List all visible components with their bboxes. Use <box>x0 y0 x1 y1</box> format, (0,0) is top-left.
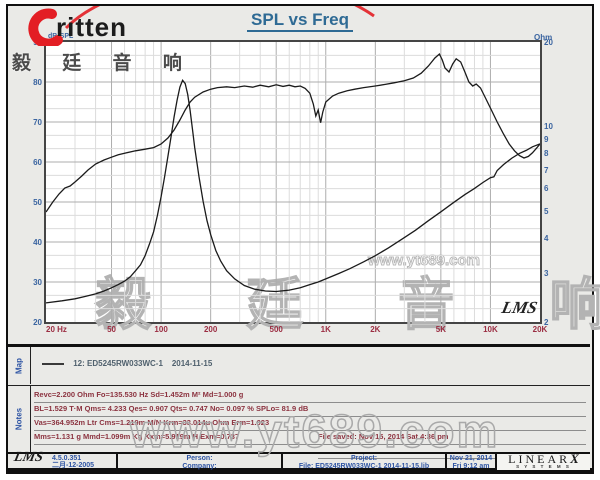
x-tick: 20 Hz <box>46 325 67 334</box>
watermark-url-big: www.yt689.com <box>129 404 500 458</box>
version-info: 4.5.0.351 二月-12-2005 <box>52 455 94 469</box>
footer-version-cell: LMS 4.5.0.351 二月-12-2005 <box>8 450 118 470</box>
notes-line-1: Revc=2.200 Ohm Fo=135.530 Hz Sd=1.452m M… <box>34 389 322 403</box>
brand-name: ritten <box>56 12 127 42</box>
watermark-cjk: 毅 廷 音 响 <box>94 272 600 337</box>
footer-bar: LMS 4.5.0.351 二月-12-2005 Person: Company… <box>8 450 590 470</box>
company-label: Company: <box>182 463 217 470</box>
y-right-tick: 5 <box>544 206 549 216</box>
notes-saved-line: File saved: Nov 15, 2014 Sat 4:36 pm <box>318 431 586 445</box>
map-section: Map 12: ED5245RW033WC-1 2014-11-15 <box>8 347 590 384</box>
x-tick: 5K <box>435 325 446 334</box>
plot-area: 毅 廷 音 响 www.yt689.com LMS <box>44 40 600 337</box>
lms-plot-logo: LMS <box>500 298 540 317</box>
version-number: 4.5.0.351 <box>52 455 82 462</box>
x-tick: 500 <box>269 325 283 334</box>
notes-line-3: Vas=364.952m Ltr Cms=1.219m M/N Krm=33.0… <box>34 417 322 431</box>
x-axis-ticks: 20 Hz 50 100 200 500 1K 2K 5K 10K 20K <box>46 325 547 339</box>
legend-line-sample <box>42 362 64 365</box>
y-left-tick: 50 <box>33 198 42 207</box>
linearx-systems: S Y S T E M S <box>516 464 571 469</box>
right-axis-title: Ohm <box>534 33 553 42</box>
x-tick: 200 <box>203 325 218 334</box>
x-tick: 10K <box>483 325 498 334</box>
notes-line-4: Mms=1.131 g Mmd=1.099m Kg Kxm=5.919m H E… <box>34 431 322 445</box>
y-left-tick: 60 <box>33 158 42 167</box>
y-right-tick: 4 <box>544 233 549 243</box>
section-divider <box>8 344 590 347</box>
y-left-tick: 20 <box>33 318 42 327</box>
x-tick: 1K <box>320 325 331 334</box>
linearx-x: X <box>570 451 579 466</box>
linearx-logo: LINEARX S Y S T E M S <box>497 451 590 470</box>
y-left-tick: 40 <box>33 238 42 247</box>
x-tick: 20K <box>532 325 548 334</box>
page-title: SPL vs Freq <box>0 10 600 32</box>
notes-section: Notes Revc=2.200 Ohm Fo=135.530 Hz Sd=1.… <box>8 385 590 459</box>
footer-date: Nov 21, 2014 <box>449 455 493 462</box>
brand-cjk-text: 毅 廷 音 响 <box>12 53 195 74</box>
x-tick: 100 <box>154 325 168 334</box>
version-date: 二月-12-2005 <box>52 462 95 469</box>
footer-person-cell: Person: Company: <box>118 454 283 470</box>
notes-label-column: Notes <box>8 386 31 452</box>
lms-footer-logo: LMS <box>12 450 45 465</box>
right-axis-ticks: 20 10 9 8 7 6 5 4 3 2 <box>544 38 574 327</box>
legend-curve-id: 12: <box>73 359 85 368</box>
legend-curve-date: 2014-11-15 <box>171 359 213 368</box>
linearx-word: LINEAR <box>508 452 571 466</box>
legend-entry: 12: ED5245RW033WC-1 2014-11-15 <box>42 359 212 368</box>
brand-swoosh-icon <box>28 6 375 46</box>
file-name: File: ED5245RW033WC-1 2014-11-15.lib <box>298 463 430 470</box>
notes-rule-5 <box>318 445 586 459</box>
person-label: Person: <box>186 455 213 462</box>
footer-time: Fri 9:12 am <box>452 463 490 470</box>
y-right-tick: 6 <box>544 184 549 194</box>
notes-line-2: BL=1.529 T·M Qms= 4.233 Qes= 0.907 Qts= … <box>34 403 322 417</box>
y-right-tick: 10 <box>544 122 553 132</box>
x-tick: 50 <box>107 325 116 334</box>
map-label-column: Map <box>8 347 31 384</box>
notes-rule-2 <box>318 403 586 417</box>
y-right-tick: 3 <box>544 268 549 278</box>
project-label: Project: <box>350 455 378 462</box>
notes-label: Notes <box>14 407 24 431</box>
map-label: Map <box>14 357 24 374</box>
notes-rule-3 <box>318 417 586 431</box>
curve-impedance <box>46 79 540 304</box>
y-right-tick: 8 <box>544 149 549 159</box>
left-axis-ticks: 90 80 70 60 50 40 30 20 <box>8 38 42 327</box>
curve-spl <box>46 52 540 213</box>
y-left-tick: 70 <box>33 118 42 127</box>
footer-project-cell: Project: File: ED5245RW033WC-1 2014-11-1… <box>283 454 447 470</box>
y-right-tick: 7 <box>544 165 549 175</box>
footer-date-cell: Nov 21, 2014 Fri 9:12 am <box>447 454 497 470</box>
watermark-url-small: www.yt689.com <box>368 252 481 270</box>
x-tick: 2K <box>370 325 381 334</box>
spl-impedance-chart <box>46 42 540 322</box>
y-left-tick: 30 <box>33 278 42 287</box>
legend-curve-name: ED5245RW033WC-1 <box>87 359 163 368</box>
notes-rule-1 <box>318 389 586 403</box>
y-left-tick: 80 <box>33 78 42 87</box>
y-right-tick: 20 <box>544 38 553 47</box>
y-right-tick: 9 <box>544 135 549 145</box>
y-right-tick: 2 <box>544 318 549 327</box>
